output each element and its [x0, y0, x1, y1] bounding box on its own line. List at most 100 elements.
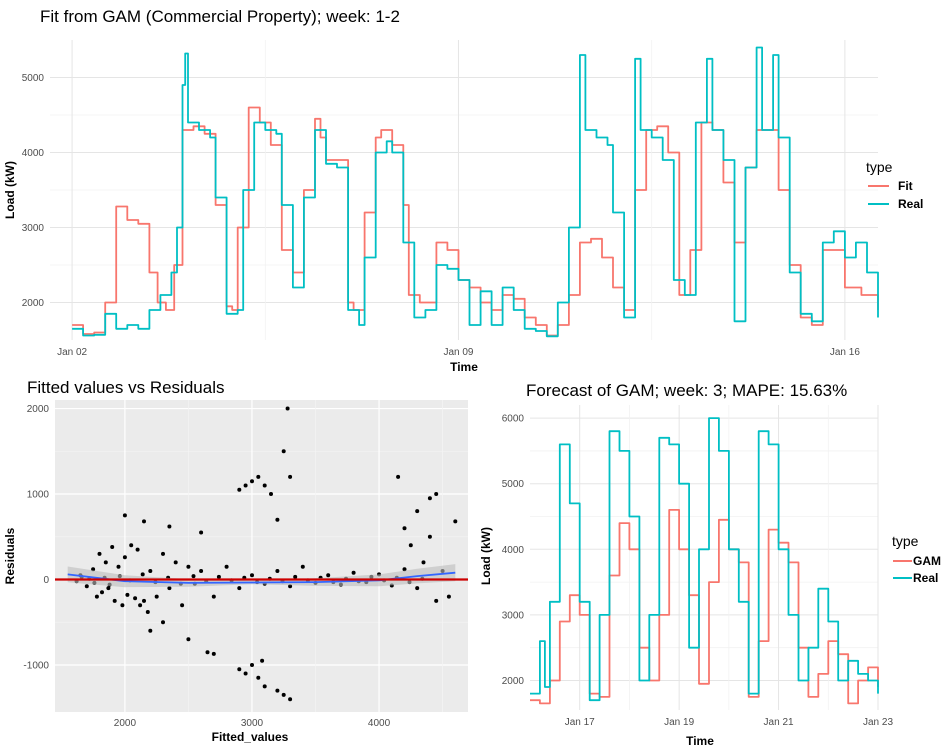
- residual-point: [281, 449, 286, 454]
- residual-point: [275, 517, 280, 522]
- residual-point: [351, 570, 356, 575]
- p3-ytick-label: 6000: [502, 414, 525, 425]
- residual-point: [103, 560, 108, 565]
- residual-point: [421, 560, 426, 565]
- residual-point: [186, 564, 191, 569]
- residual-point: [211, 651, 216, 656]
- residual-point: [167, 586, 172, 591]
- residuals-xtick-label: 2000: [114, 718, 137, 729]
- fit-y-ticks: 2000 3000 4000 5000: [22, 73, 45, 309]
- forecast-legend: type GAM Real: [892, 533, 941, 585]
- forecast-series: [530, 417, 879, 705]
- residual-point: [205, 650, 210, 655]
- p1-xtick-label: Jan 16: [830, 347, 860, 358]
- residual-point: [326, 573, 331, 578]
- residual-point: [186, 637, 191, 642]
- residual-point: [133, 596, 138, 601]
- residual-point: [256, 675, 261, 680]
- residual-point: [250, 663, 254, 667]
- residual-point: [402, 567, 407, 572]
- residual-point: [256, 474, 261, 479]
- fit-chart-title: Fit from GAM (Commercial Property); week…: [40, 7, 400, 26]
- p1-xtick-label: Jan 02: [57, 347, 87, 358]
- p3-ytick-label: 5000: [502, 479, 525, 490]
- residuals-x-ticks: 2000 3000 4000: [114, 718, 391, 729]
- residual-point: [110, 545, 115, 549]
- residuals-xtick-label: 4000: [368, 718, 391, 729]
- p3-ytick-label: 3000: [502, 610, 525, 621]
- residual-point: [148, 569, 153, 573]
- residual-point: [199, 569, 204, 573]
- residual-point: [243, 483, 248, 488]
- residual-point: [97, 551, 102, 556]
- residual-point: [167, 524, 172, 529]
- residual-point: [288, 474, 293, 479]
- forecast-legend-label-real: Real: [913, 571, 938, 585]
- residuals-chart-title: Fitted values vs Residuals: [27, 378, 224, 397]
- residual-point: [142, 598, 146, 603]
- residuals-ytick-label: 2000: [27, 404, 50, 415]
- residual-point: [216, 574, 221, 579]
- fit-y-axis-title: Load (kW): [3, 161, 17, 219]
- p3-xtick-label: Jan 21: [764, 717, 794, 728]
- p1-ytick-label: 2000: [22, 298, 45, 309]
- residual-point: [275, 569, 280, 573]
- p1-series-line-real: [72, 46, 879, 338]
- residual-point: [180, 603, 185, 608]
- residual-point: [173, 560, 178, 565]
- residual-point: [120, 603, 125, 608]
- residual-point: [129, 543, 134, 548]
- residual-point: [250, 479, 254, 484]
- residual-point: [408, 543, 413, 548]
- forecast-x-ticks: Jan 17 Jan 19 Jan 21 Jan 23: [565, 717, 894, 728]
- residual-point: [84, 584, 89, 589]
- residual-point: [262, 483, 267, 488]
- residual-point: [285, 406, 290, 411]
- residual-point: [300, 564, 305, 569]
- residuals-ytick-label: -1000: [23, 660, 49, 671]
- forecast-x-axis-title: Time: [686, 734, 714, 748]
- p3-xtick-label: Jan 19: [664, 717, 694, 728]
- forecast-plot-area: [530, 405, 878, 710]
- p1-xtick-label: Jan 09: [443, 347, 473, 358]
- residual-point: [237, 487, 242, 492]
- residual-point: [243, 671, 248, 676]
- residual-point: [135, 547, 140, 552]
- fit-legend-label-fit: Fit: [898, 179, 913, 193]
- residual-point: [453, 519, 458, 524]
- residual-point: [91, 567, 96, 572]
- fit-x-axis-title: Time: [450, 360, 478, 374]
- residuals-chart: -1000 0 1000 2000 2000 3000 4000 Fitted value…: [3, 378, 468, 744]
- residuals-xtick-label: 3000: [241, 718, 264, 729]
- residual-point: [281, 692, 286, 697]
- forecast-y-ticks: 2000 3000 4000 5000 6000: [502, 414, 525, 687]
- residual-point: [293, 574, 298, 579]
- residual-point: [106, 586, 111, 591]
- residual-point: [161, 551, 165, 556]
- residual-point: [434, 598, 439, 603]
- forecast-y-axis-title: Load (kW): [479, 527, 493, 585]
- residual-point: [415, 586, 420, 591]
- residual-point: [122, 555, 127, 560]
- residual-point: [116, 564, 121, 569]
- fit-legend: type Fit Real: [866, 159, 923, 211]
- fit-x-ticks: Jan 02 Jan 09 Jan 16: [57, 347, 860, 358]
- fit-chart: 2000 3000 4000 5000 Jan 02 Jan 09 Jan 16 Fit …: [3, 7, 923, 374]
- residual-point: [237, 586, 242, 591]
- residual-point: [122, 513, 127, 518]
- residual-point: [237, 667, 242, 672]
- residual-point: [427, 496, 432, 501]
- residual-point: [161, 620, 165, 625]
- residuals-x-axis-title: Fitted_values: [212, 730, 289, 744]
- residual-point: [415, 509, 420, 514]
- residual-point: [288, 584, 293, 589]
- forecast-legend-title: type: [892, 533, 919, 549]
- residuals-ytick-label: 1000: [27, 490, 50, 501]
- residuals-smooth-line: [67, 571, 456, 584]
- residual-point: [94, 594, 99, 599]
- residual-point: [288, 697, 293, 702]
- residual-point: [125, 592, 130, 597]
- fit-gridlines: [50, 40, 878, 340]
